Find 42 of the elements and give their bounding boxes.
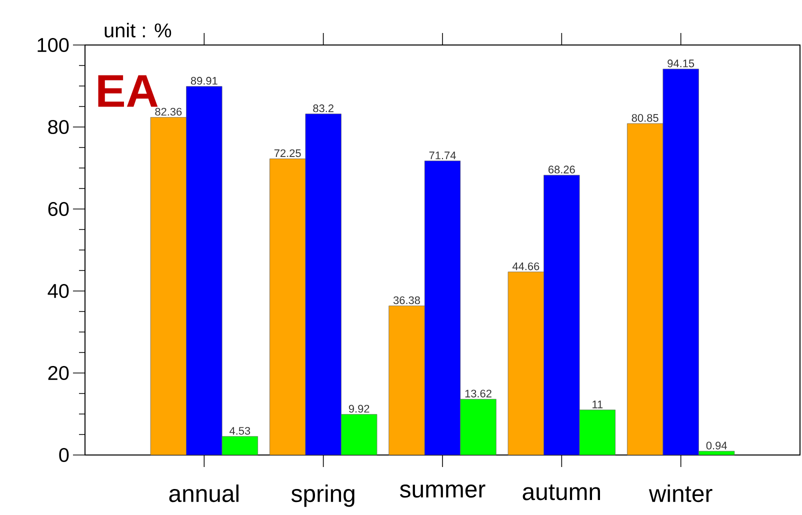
bar (222, 436, 258, 455)
bar (627, 123, 664, 455)
data-label: 0.94 (706, 442, 727, 450)
x-tick-label: spring (291, 484, 354, 507)
bar (341, 414, 377, 455)
bar (508, 272, 544, 455)
y-tick-label: 100 (38, 38, 69, 52)
data-label: 83.2 (313, 104, 334, 112)
bar (270, 158, 306, 455)
y-tick-label: 20 (48, 366, 69, 380)
data-label: 89.91 (190, 76, 218, 85)
data-label: 4.53 (230, 426, 250, 435)
y-axis-title: unit : % (104, 22, 172, 38)
data-label: 11 (592, 400, 603, 408)
bar (424, 160, 460, 455)
y-tick-label: 80 (48, 120, 69, 134)
data-label: 80.85 (632, 114, 658, 122)
bar (544, 175, 580, 455)
data-label: 9.92 (348, 404, 370, 413)
bar (388, 306, 425, 455)
data-label: 44.66 (512, 262, 540, 270)
x-tick-label: annual (169, 484, 238, 502)
data-label: 68.26 (548, 166, 575, 174)
data-label: 36.38 (393, 296, 420, 304)
bar (460, 399, 496, 455)
y-tick-label: 60 (48, 202, 69, 216)
data-label: 71.74 (429, 152, 456, 160)
data-label: 13.62 (465, 390, 492, 398)
bar (305, 114, 342, 455)
data-label: 82.36 (155, 108, 182, 116)
text: EA (98, 75, 158, 107)
bar (186, 86, 222, 455)
x-tick-label: winter (648, 484, 712, 502)
x-tick-label: summer (400, 484, 486, 498)
data-label: 94.15 (668, 60, 694, 68)
y-tick-label: 0 (59, 448, 69, 462)
data-label: 72.25 (274, 149, 301, 158)
bar (662, 68, 699, 455)
x-tick-label: autumn (522, 484, 600, 500)
y-tick-label: 40 (48, 284, 69, 298)
bar (580, 410, 616, 455)
bar (150, 117, 186, 455)
